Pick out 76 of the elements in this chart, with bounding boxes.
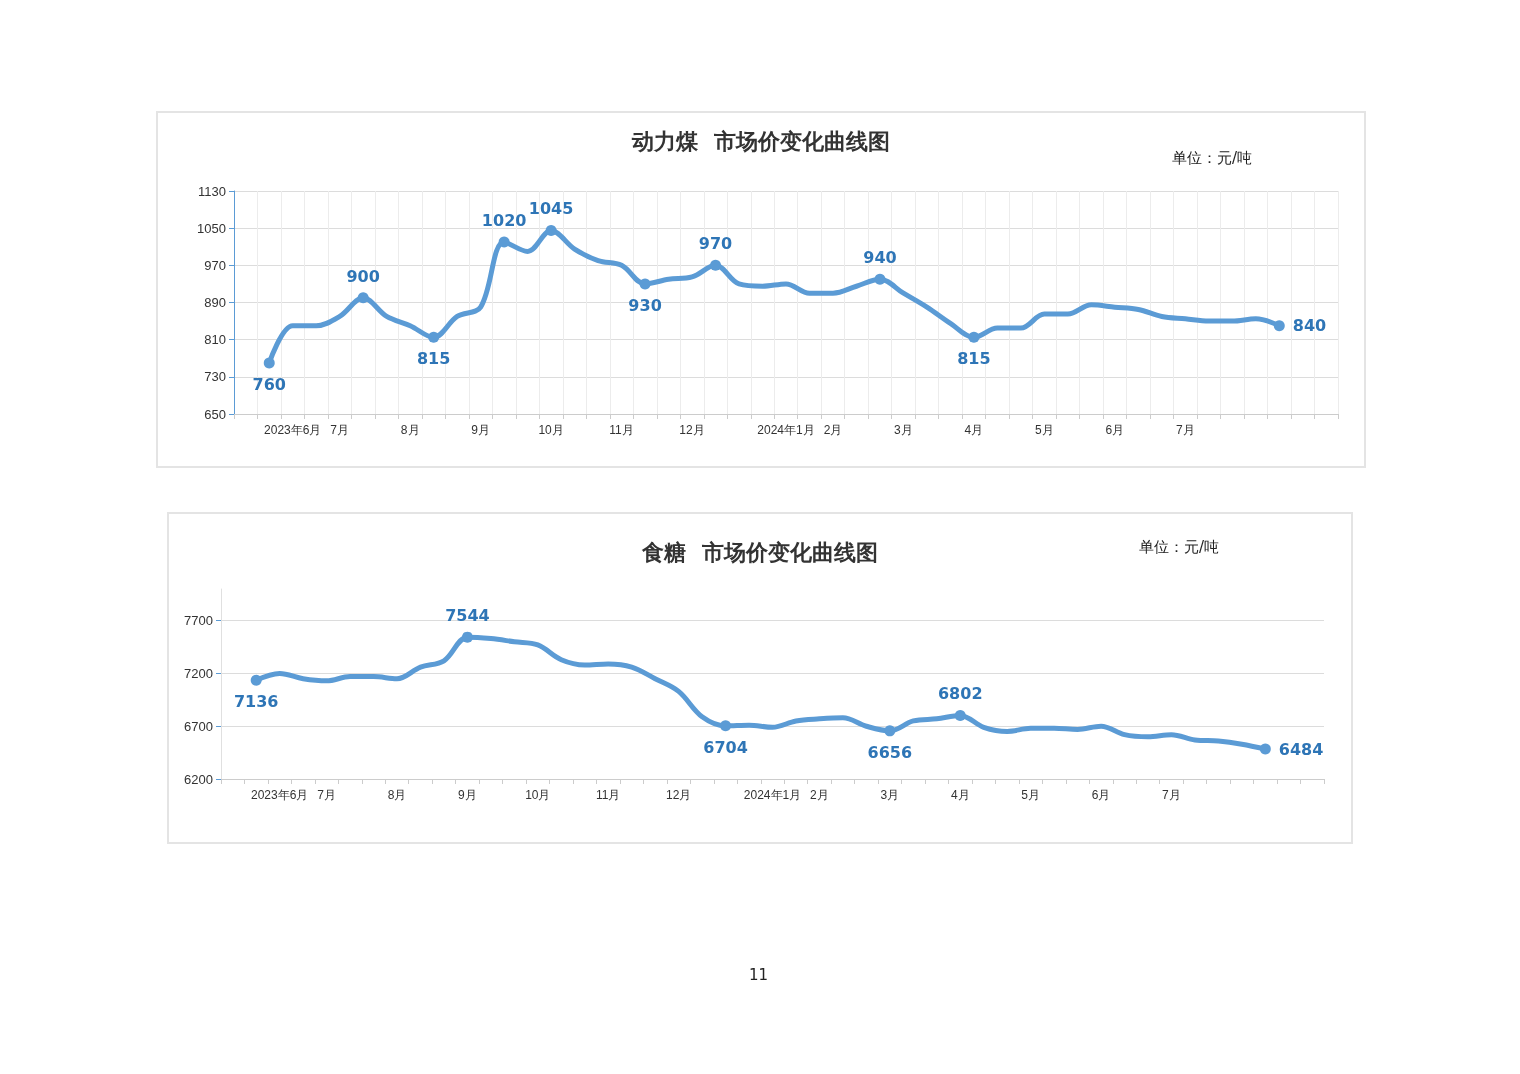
y-tick-label: 6700 <box>184 718 213 734</box>
data-label: 970 <box>698 234 733 254</box>
data-label: 760 <box>252 374 286 394</box>
x-tick-label: 6月 <box>1091 788 1111 802</box>
point <box>498 236 510 248</box>
text: 11 <box>749 966 769 984</box>
data-label: 815 <box>957 349 991 369</box>
data-label: 6704 <box>703 737 748 757</box>
data-label: 930 <box>628 295 662 315</box>
point <box>1259 743 1271 755</box>
y-tick-label: 730 <box>204 369 226 385</box>
point <box>639 278 651 290</box>
x-tick-label: 2024年1月 <box>743 788 802 802</box>
point <box>720 720 732 732</box>
text: 单位：元/吨 <box>1139 538 1220 557</box>
chart-title: 食糖 市场价变化曲线图 <box>641 539 878 565</box>
x-tick-label: 7月 <box>330 423 350 437</box>
data-label: 6656 <box>867 742 913 762</box>
data-label: 815 <box>416 349 451 369</box>
data-label: 1045 <box>528 199 574 219</box>
x-tick-label: 10月 <box>538 423 564 437</box>
x-tick-label: 11月 <box>609 423 634 437</box>
point <box>461 631 473 643</box>
x-tick-label: 2月 <box>810 788 829 802</box>
x-tick-label: 7月 <box>317 788 336 802</box>
x-tick-label: 9月 <box>471 423 490 437</box>
point <box>874 273 886 285</box>
data-label: 900 <box>346 266 380 286</box>
x-tick-label: 2024年1月 <box>757 423 815 437</box>
x-tick-label: 7月 <box>1162 788 1181 802</box>
y-tick-label: 810 <box>204 332 226 348</box>
text: 单位：元/吨 <box>1172 149 1253 168</box>
point <box>357 292 369 304</box>
y-tick-label: 1050 <box>197 220 226 236</box>
x-tick-label: 12月 <box>665 788 692 802</box>
x-tick-label: 4月 <box>950 788 970 802</box>
data-label: 1020 <box>481 211 527 231</box>
x-tick-label: 4月 <box>964 423 984 437</box>
x-tick-label: 3月 <box>880 788 900 802</box>
point <box>263 357 275 369</box>
x-tick-label: 9月 <box>458 788 477 802</box>
y-tick-label: 6200 <box>184 771 213 787</box>
data-label: 6484 <box>1278 739 1324 759</box>
y-tick-label: 7700 <box>184 613 213 629</box>
chart-title: 动力煤 市场价变化曲线图 <box>631 128 890 154</box>
x-tick-label: 5月 <box>1021 788 1040 802</box>
y-tick-label: 650 <box>204 406 226 422</box>
x-tick-label: 10月 <box>525 788 551 802</box>
point <box>954 709 966 721</box>
point <box>545 224 557 236</box>
y-tick-label: 970 <box>204 257 226 273</box>
point <box>710 259 722 271</box>
x-tick-label: 8月 <box>387 788 407 802</box>
x-tick-label: 6月 <box>1105 423 1125 437</box>
x-tick-label: 2023年6月 <box>250 788 309 802</box>
point <box>884 725 896 737</box>
y-tick-label: 7200 <box>184 665 213 681</box>
x-tick-label: 2月 <box>823 423 843 437</box>
data-label: 7544 <box>445 606 490 626</box>
data-label: 940 <box>863 248 897 268</box>
x-tick-label: 3月 <box>894 423 913 437</box>
y-tick-label: 890 <box>204 295 226 310</box>
data-label: 840 <box>1292 316 1327 336</box>
x-tick-label: 11月 <box>595 788 621 802</box>
y-tick-label: 1130 <box>198 183 226 199</box>
data-label: 7136 <box>233 692 279 712</box>
x-tick-label: 5月 <box>1035 423 1054 437</box>
x-tick-label: 7月 <box>1175 423 1195 437</box>
x-tick-label: 8月 <box>400 423 420 437</box>
data-label: 6802 <box>937 684 983 704</box>
x-tick-label: 12月 <box>679 423 705 437</box>
point <box>428 331 440 343</box>
point <box>1273 320 1285 332</box>
point <box>250 674 262 686</box>
x-tick-label: 2023年6月 <box>264 423 322 437</box>
point <box>968 331 980 343</box>
